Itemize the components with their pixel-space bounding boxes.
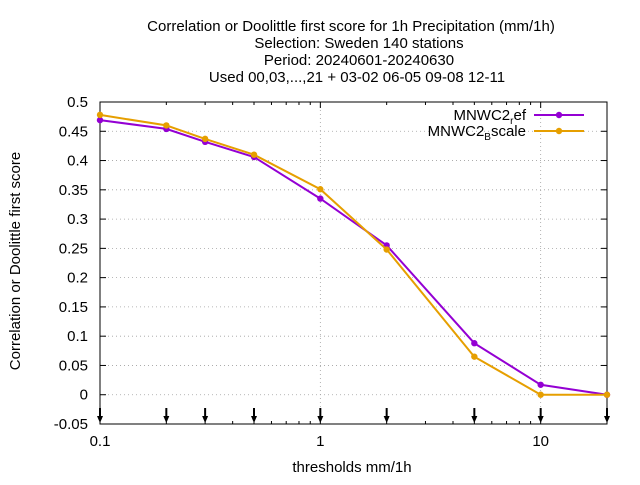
y-tick-label: 0.15 <box>59 299 88 316</box>
y-axis-ticks: -0.05 0 0.05 0.1 0.15 0.2 0.25 0.3 0.35 0.4 0.45 0.… <box>54 94 607 433</box>
title-line-2: Selection: Sweden 140 stations <box>254 35 463 52</box>
plot-border <box>99 101 608 425</box>
data-point <box>603 391 611 398</box>
y-tick-label: 0.4 <box>67 153 88 170</box>
threshold-marker-arrow <box>251 416 258 423</box>
y-tick-label: 0.45 <box>59 123 88 140</box>
y-tick-label: 0.1 <box>67 328 88 345</box>
data-point <box>537 391 544 398</box>
x-axis-label: thresholds mm/1h <box>292 459 411 476</box>
chart-title: Correlation or Doolittle first score for… <box>147 18 555 86</box>
data-point <box>317 195 324 202</box>
data-point <box>317 186 324 193</box>
data-point <box>383 246 390 253</box>
y-tick-label: 0.35 <box>59 182 88 199</box>
series-group <box>96 111 611 398</box>
data-point <box>471 340 478 347</box>
y-tick-label: 0.5 <box>67 94 88 111</box>
x-tick-label: 0.1 <box>90 433 111 450</box>
y-tick-label: 0.2 <box>67 270 88 287</box>
threshold-marker-arrow <box>202 416 209 423</box>
threshold-marker-arrow <box>383 416 390 423</box>
x-tick-label: 10 <box>532 433 549 450</box>
series-line <box>99 119 608 396</box>
threshold-markers <box>97 408 610 423</box>
data-point <box>537 381 544 388</box>
y-tick-label: 0.05 <box>59 357 88 374</box>
x-tick-label: 1 <box>316 433 324 450</box>
x-axis-ticks: 0.1 1 10 <box>90 102 608 450</box>
y-tick-label: 0.3 <box>67 211 88 228</box>
data-point <box>163 122 170 129</box>
threshold-marker-arrow <box>471 416 478 423</box>
title-line-4: Used 00,03,...,21 + 03-02 06-05 09-08 12… <box>209 69 505 86</box>
grid <box>100 102 607 424</box>
legend-swatch-point <box>555 111 563 119</box>
threshold-marker-arrow <box>163 416 170 423</box>
title-line-3: Period: 20240601-20240630 <box>264 52 454 69</box>
data-point <box>471 353 478 360</box>
legend-swatch-point <box>555 127 563 135</box>
y-tick-label: 0.25 <box>59 240 88 257</box>
title-line-1: Correlation or Doolittle first score for… <box>147 18 555 35</box>
series-line <box>99 113 607 396</box>
data-point <box>201 135 209 143</box>
data-point <box>96 116 104 124</box>
legend-label: MNWC2Bscale <box>428 123 526 143</box>
y-tick-label: -0.05 <box>54 416 88 433</box>
data-point <box>96 111 104 119</box>
data-point <box>250 151 258 158</box>
legend-label: MNWC2ref <box>453 107 526 127</box>
y-axis-label: Correlation or Doolittle first score <box>7 152 24 370</box>
y-tick-label: 0 <box>80 387 88 404</box>
